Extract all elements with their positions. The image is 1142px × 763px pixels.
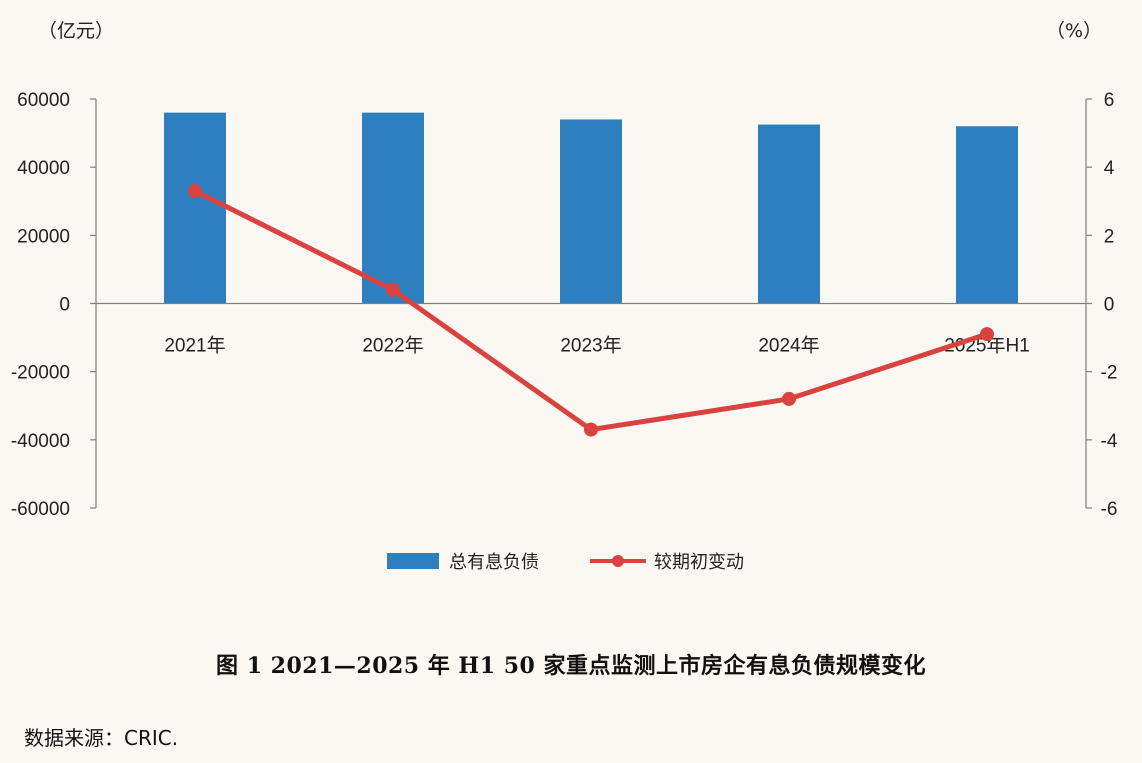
category-label: 2024年	[758, 335, 819, 357]
left-axis-unit: （亿元）	[38, 20, 114, 42]
right-tick-label: -2	[1101, 363, 1118, 384]
bar	[164, 112, 226, 304]
left-tick-label: 60000	[17, 90, 70, 111]
bar	[362, 112, 424, 304]
right-tick-label: 4	[1104, 158, 1115, 179]
figure-caption: 图 1 2021—2025 年 H1 50 家重点监测上市房企有息负债规模变化	[216, 653, 926, 679]
left-tick-label: 40000	[17, 158, 70, 179]
legend-label-debt: 总有息负债	[449, 552, 539, 573]
legend-line-marker	[612, 555, 624, 567]
line-point	[188, 184, 202, 199]
right-tick-label: 2	[1104, 226, 1115, 247]
right-tick-label: -4	[1101, 431, 1118, 452]
plot-area: 60000 40000 20000 0 -20000 -40000 -60000 6 4 2 0 -2…	[11, 90, 1118, 520]
left-tick-label: -60000	[11, 499, 70, 520]
right-tick-label: -6	[1101, 499, 1118, 520]
right-tick-label: 0	[1104, 295, 1115, 316]
line-point	[980, 327, 994, 342]
left-tick-label: 0	[59, 295, 70, 316]
right-tick-label: 6	[1104, 90, 1115, 111]
right-axis-unit: （%）	[1046, 20, 1102, 42]
category-label: 2023年	[560, 335, 621, 357]
legend-bar-swatch	[387, 553, 439, 569]
bar	[758, 124, 820, 304]
left-tick-label: -20000	[11, 363, 70, 384]
left-tick-label: 20000	[17, 226, 70, 247]
line-point	[782, 391, 796, 406]
left-tick-label: -40000	[11, 431, 70, 452]
line-point	[584, 422, 598, 437]
bar	[956, 126, 1018, 304]
category-label: 2021年	[164, 335, 225, 357]
data-source: 数据来源：CRIC.	[24, 726, 179, 750]
line-point	[386, 282, 400, 297]
category-label: 2022年	[362, 335, 423, 357]
bar	[560, 119, 622, 304]
legend-label-change: 较期初变动	[654, 552, 744, 573]
legend: 总有息负债 较期初变动	[387, 552, 744, 573]
